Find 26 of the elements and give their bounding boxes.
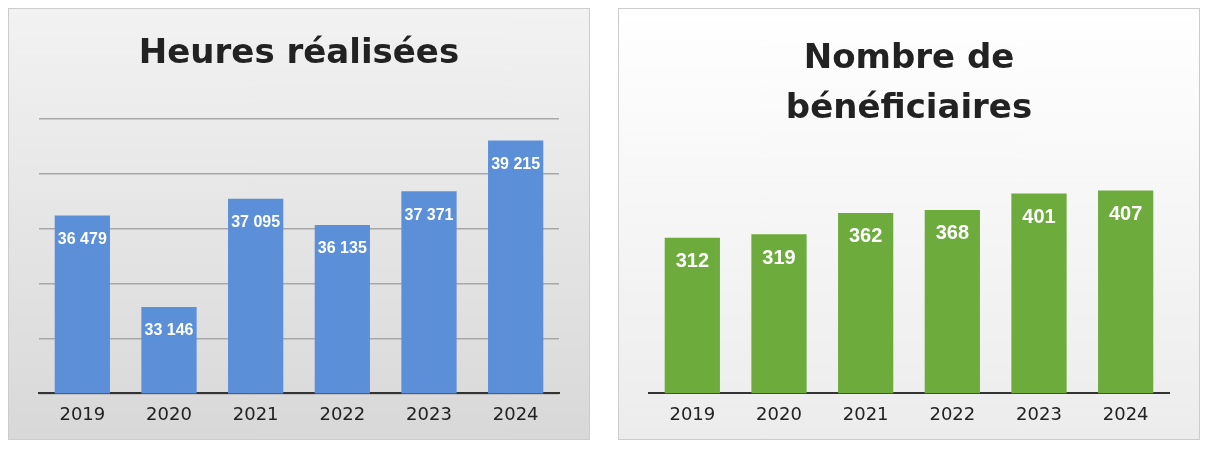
chart-title: Nombre de bénéficiaires	[784, 35, 1034, 128]
x-tick-label: 2020	[146, 402, 192, 424]
data-label: 36 479	[57, 230, 107, 248]
x-tick-label: 2022	[319, 402, 366, 424]
data-label: 319	[762, 245, 796, 268]
data-label: 33 146	[144, 321, 194, 339]
data-label: 36 135	[317, 239, 367, 257]
x-tick-label: 2024	[1102, 402, 1149, 424]
data-label: 37 095	[231, 213, 281, 231]
x-tick-label: 2019	[59, 402, 106, 424]
data-label: 368	[935, 221, 970, 244]
x-tick-label: 2023	[406, 402, 452, 424]
data-label: 312	[675, 249, 710, 272]
data-label: 362	[848, 224, 883, 247]
data-label: 407	[1108, 201, 1143, 224]
data-label: 39 215	[491, 154, 541, 172]
x-tick-label: 2021	[232, 402, 279, 424]
x-tick-label: 2023	[1016, 402, 1062, 424]
x-tick-label: 2022	[929, 402, 976, 424]
x-tick-label: 2024	[492, 402, 539, 424]
data-label: 37 371	[404, 205, 454, 223]
chart-title: Heures réalisées	[137, 31, 461, 71]
x-tick-label: 2019	[669, 402, 716, 424]
x-tick-label: 2021	[842, 402, 889, 424]
data-label: 401	[1022, 204, 1056, 227]
x-tick-label: 2020	[756, 402, 802, 424]
